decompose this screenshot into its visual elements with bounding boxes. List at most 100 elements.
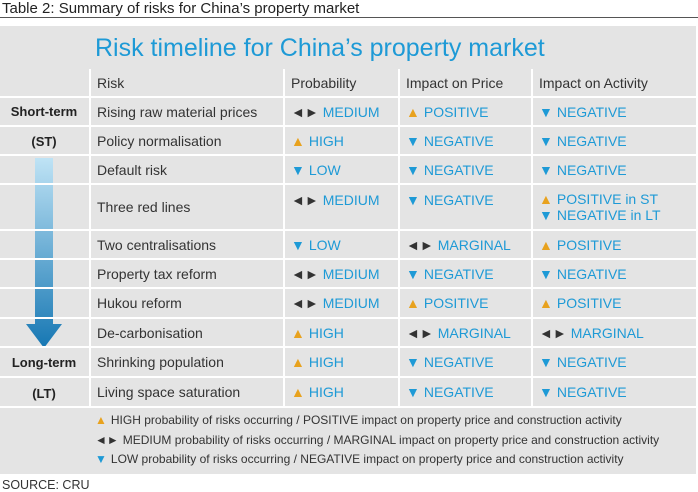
icon: ◄►	[95, 432, 119, 447]
rating-cell: ◄► MEDIUM	[284, 184, 399, 230]
cell-line: ◄► MARGINAL	[406, 237, 532, 253]
cell-line: ◄► MEDIUM	[291, 295, 399, 311]
icon: ▲	[406, 103, 420, 120]
value-text: HIGH	[308, 384, 344, 400]
value-text: NEGATIVE	[423, 192, 494, 208]
cell-line: ▼ NEGATIVE	[406, 266, 532, 282]
rating-cell: ▼ NEGATIVE	[532, 97, 696, 126]
icon: ◄►	[291, 103, 319, 120]
rating-cell: ▼ NEGATIVE	[532, 347, 696, 377]
value-text: LOW probability of risks occurring / NEG…	[110, 452, 624, 466]
cell-line: ▲ POSITIVE	[406, 104, 532, 120]
value-text: POSITIVE	[556, 295, 622, 311]
risk-name: Default risk	[97, 161, 168, 178]
cell-line: ▼ NEGATIVE	[406, 384, 532, 400]
rating-cell: ▼ NEGATIVE	[532, 126, 696, 155]
value-text: HIGH	[308, 132, 344, 149]
column-divider	[283, 69, 285, 407]
icon: ▼	[539, 207, 553, 223]
cell-line: ▼ NEGATIVE	[539, 266, 696, 282]
risk-name: Property tax reform	[97, 265, 217, 282]
value-text: MEDIUM	[322, 265, 380, 282]
rating-cell: ▼ LOW	[284, 230, 399, 259]
timeline-start: Short-term	[10, 104, 78, 119]
icon: ▼	[406, 265, 420, 282]
icon: ◄►	[406, 324, 434, 341]
caption: Table 2: Summary of risks for China’s pr…	[2, 0, 360, 17]
risk-name: Rising raw material prices	[97, 103, 258, 120]
cell-line: ▼ LOW	[291, 237, 399, 253]
icon: ▼	[539, 103, 553, 120]
row-divider	[0, 125, 696, 127]
icon: ▼	[539, 265, 553, 282]
cell-line: ▼ NEGATIVE	[406, 162, 532, 178]
panel-title: Risk timeline for China’s property marke…	[95, 34, 545, 62]
cell-line: ◄► MARGINAL	[539, 325, 696, 341]
icon: ◄►	[291, 192, 319, 208]
icon: ▼	[406, 132, 420, 149]
cell-line: ◄► MEDIUM	[291, 192, 399, 208]
rating-cell: ▲ POSITIVE	[399, 288, 532, 318]
source: SOURCE: CRU	[2, 478, 90, 492]
cell-line: ▲ HIGH	[291, 133, 399, 149]
row-divider	[0, 406, 696, 408]
row-divider	[0, 317, 696, 319]
value-text: POSITIVE	[423, 295, 489, 311]
cell-line: ▼ LOW probability of risks occurring / NE…	[95, 450, 659, 470]
icon: ▲	[291, 384, 305, 400]
value-text: MEDIUM	[322, 192, 380, 208]
value-text: NEGATIVE	[423, 161, 494, 178]
column-header: Impact on Activity	[539, 75, 648, 91]
cell-line: ▼ NEGATIVE	[539, 354, 696, 370]
rating-cell: ▲ HIGH	[284, 347, 399, 377]
timeline-end-abbr: (LT)	[32, 386, 56, 401]
value-text: NEGATIVE	[556, 354, 627, 370]
value-text: HIGH	[308, 354, 344, 370]
risk-name: Shrinking population	[97, 354, 224, 370]
cell-line: ▼ LOW	[291, 162, 399, 178]
value-text: NEGATIVE	[423, 132, 494, 149]
icon: ▼	[291, 236, 305, 253]
icon: ▲	[291, 132, 305, 149]
value-text: NEGATIVE	[556, 132, 627, 149]
value-text: NEGATIVE	[556, 103, 627, 120]
rating-cell: ▲ POSITIVE	[532, 230, 696, 259]
icon: ▼	[291, 161, 305, 178]
rating-cell: ◄► MEDIUM	[284, 97, 399, 126]
row-divider	[0, 258, 696, 260]
rule	[0, 17, 698, 18]
cell-line: ▼ NEGATIVE	[406, 354, 532, 370]
rating-cell: ▼ NEGATIVE	[532, 377, 696, 407]
column-header: Risk	[97, 75, 125, 91]
column-header: Impact on Price	[406, 75, 504, 91]
value-text: MARGINAL	[437, 236, 511, 253]
icon: ▼	[406, 384, 420, 400]
cell-line: ▼ NEGATIVE	[539, 384, 696, 400]
value-text: LOW	[308, 236, 341, 253]
timeline-arrow	[26, 158, 62, 348]
cell-line: ◄► MEDIUM	[291, 266, 399, 282]
icon: ▼	[539, 161, 553, 178]
row-divider	[0, 287, 696, 289]
cell-line: ▲ HIGH probability of risks occurring / P…	[95, 411, 659, 431]
rating-cell: ◄► MEDIUM	[284, 259, 399, 288]
value-text: LOW	[308, 161, 341, 178]
icon: ◄►	[406, 236, 434, 253]
risk-name: Living space saturation	[97, 384, 241, 400]
value-text: NEGATIVE	[556, 161, 627, 178]
cell-line: ▲ HIGH	[291, 384, 399, 400]
rating-cell: ▲ POSITIVE	[399, 97, 532, 126]
rating-cell: ▼ NEGATIVE	[399, 259, 532, 288]
risk-name: De-carbonisation	[97, 324, 203, 341]
row-divider	[0, 183, 696, 185]
cell-line: ▼ NEGATIVE	[539, 104, 696, 120]
value-text: NEGATIVE	[423, 354, 494, 370]
rating-cell: ▼ NEGATIVE	[399, 377, 532, 407]
rating-cell: ▼ NEGATIVE	[399, 155, 532, 184]
rating-cell: ▼ NEGATIVE	[532, 155, 696, 184]
row-divider	[0, 346, 696, 348]
cell-line: ▲ HIGH	[291, 325, 399, 341]
cell-line: ▼ NEGATIVE	[539, 162, 696, 178]
value-text: POSITIVE	[423, 103, 489, 120]
rating-cell: ▼ NEGATIVE	[399, 126, 532, 155]
